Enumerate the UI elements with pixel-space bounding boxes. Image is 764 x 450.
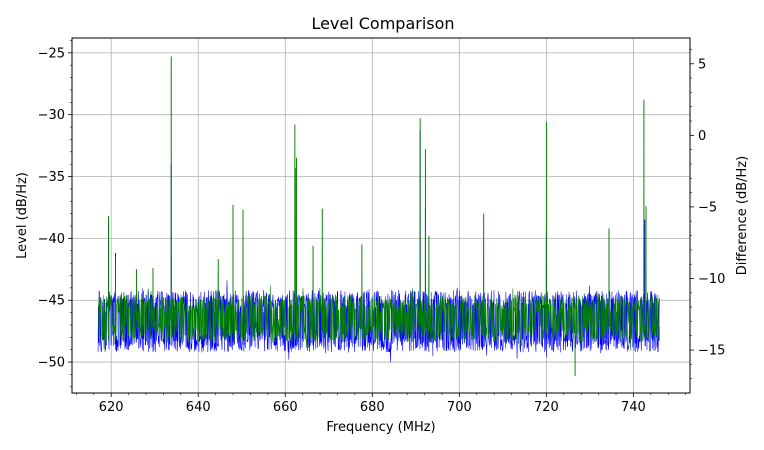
- x-tick-label: 680: [360, 400, 385, 415]
- x-axis-title: Frequency (MHz): [326, 420, 435, 435]
- x-tick-label: 720: [534, 400, 559, 415]
- y-tick-label: −40: [38, 232, 65, 247]
- y2-tick-label: 0: [698, 129, 706, 144]
- x-tick-label: 700: [447, 400, 472, 415]
- y2-tick-label: −15: [698, 344, 725, 359]
- series-1: [97, 56, 660, 376]
- y-tick-label: −50: [38, 356, 65, 371]
- x-tick-label: 640: [186, 400, 211, 415]
- y2-axis-title: Difference (dB/Hz): [735, 156, 750, 275]
- axis-ticks: 620 640 660 680 700 720 740−25−30−35−40−45−505…: [38, 40, 725, 415]
- y-tick-label: −30: [38, 108, 65, 123]
- x-tick-label: 620: [99, 400, 124, 415]
- y-tick-label: −35: [38, 170, 65, 185]
- chart-title: Level Comparison: [311, 14, 454, 33]
- y2-tick-label: −10: [698, 272, 725, 287]
- axes-frame: [71, 37, 691, 394]
- y-axis-title: Level (dB/Hz): [15, 172, 30, 259]
- plot-area: [97, 56, 660, 376]
- x-tick-label: 740: [621, 400, 646, 415]
- series-1-line: [97, 56, 660, 376]
- x-tick-label: 660: [273, 400, 298, 415]
- y-tick-label: −25: [38, 46, 65, 61]
- y2-tick-label: 5: [698, 57, 706, 72]
- y2-tick-label: −5: [698, 200, 717, 215]
- y-tick-label: −45: [38, 294, 65, 309]
